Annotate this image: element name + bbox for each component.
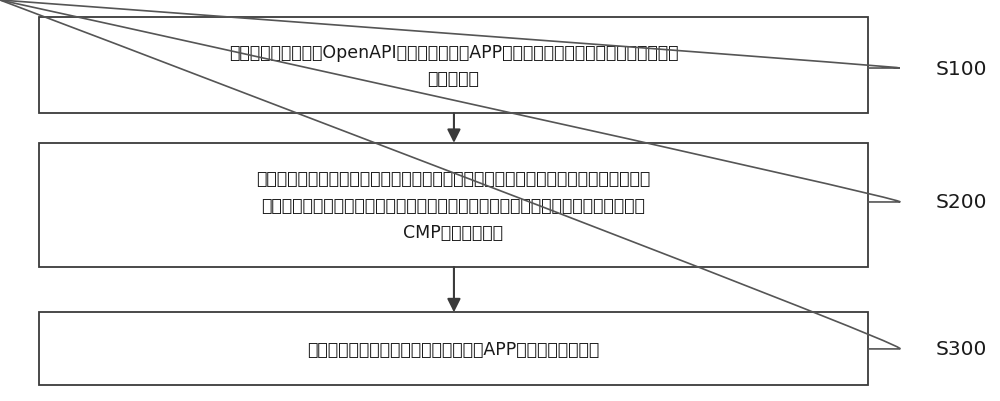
Text: 响应于接收用户选择的编程语言，判断是否已部署对应环境；若已部署对应环境，则选: 响应于接收用户选择的编程语言，判断是否已部署对应环境；若已部署对应环境，则选	[256, 170, 651, 188]
Text: 程语言开发: 程语言开发	[428, 70, 479, 88]
Text: S200: S200	[936, 193, 988, 212]
Text: S100: S100	[936, 59, 988, 78]
Text: 择对应环境进行自动部署操作；若未部署对应环境，则基于对应编程语言镜像，通过: 择对应环境进行自动部署操作；若未部署对应环境，则基于对应编程语言镜像，通过	[262, 196, 645, 215]
Text: CMP创建对应环境: CMP创建对应环境	[403, 223, 503, 241]
FancyBboxPatch shape	[39, 312, 868, 385]
FancyBboxPatch shape	[39, 144, 868, 267]
Text: S300: S300	[936, 340, 987, 358]
Text: 响应于接收到自动部署操作，执行工业APP机理模型自动部署: 响应于接收到自动部署操作，执行工业APP机理模型自动部署	[307, 340, 600, 358]
FancyBboxPatch shape	[39, 18, 868, 114]
Text: 接收用户上传的基于OpenAPI规范封装的工业APP机理模型，其中，机理模型基于多种编: 接收用户上传的基于OpenAPI规范封装的工业APP机理模型，其中，机理模型基于…	[229, 44, 678, 61]
